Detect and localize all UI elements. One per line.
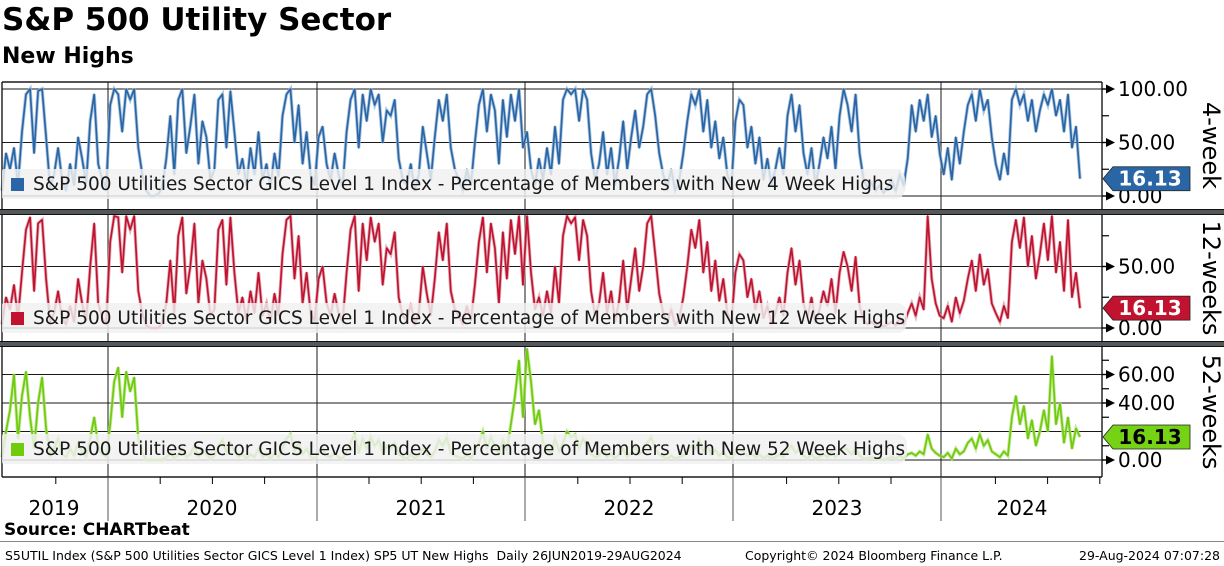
x-axis-year-label: 2019 — [29, 496, 80, 520]
last-value-tag-label: 16.13 — [1118, 296, 1181, 320]
panel-frames — [0, 81, 1224, 478]
legend-12-weeks: S&P 500 Utilities Sector GICS Level 1 In… — [2, 303, 907, 333]
last-value-tags: 16.13 16.13 16.13 — [1102, 166, 1191, 450]
y-tick-label: 100.00 — [1118, 77, 1188, 101]
y-tick-arrow-icon — [1106, 262, 1115, 271]
panel-separator — [0, 341, 1224, 347]
x-axis-year-label: 2022 — [604, 496, 655, 520]
y-tick-label: 40.00 — [1118, 391, 1175, 415]
footer-copyright: Copyright© 2024 Bloomberg Finance L.P. — [745, 548, 1003, 563]
y-tick-arrow-icon — [1106, 191, 1115, 201]
page-title: S&P 500 Utility Sector — [2, 2, 392, 38]
y-tick-label: 0.00 — [1118, 448, 1163, 472]
y-tick-label: 60.00 — [1118, 363, 1175, 387]
y-tick-arrow-icon — [1106, 398, 1115, 408]
y-tick-arrow-icon — [1106, 323, 1115, 333]
legend-label-52-weeks: S&P 500 Utilities Sector GICS Level 1 In… — [33, 438, 906, 460]
last-value-tag-label: 16.13 — [1118, 167, 1181, 191]
legend-label-4-week: S&P 500 Utilities Sector GICS Level 1 In… — [33, 173, 894, 195]
last-value-tag-52-weeks — [1102, 424, 1191, 450]
legend-swatch-4-week — [11, 177, 24, 191]
legend-52-weeks: S&P 500 Utilities Sector GICS Level 1 In… — [2, 434, 907, 464]
panel-axis-title-12-weeks: 12-weeks — [1197, 221, 1224, 336]
panel-axis-title-4-week: 4-week — [1197, 102, 1224, 189]
y-tick-label: 50.00 — [1118, 131, 1175, 155]
last-value-tag-12-weeks — [1102, 295, 1191, 321]
last-value-tag-4-week — [1102, 166, 1191, 192]
y-tick-arrow-icon — [1106, 370, 1115, 379]
y-tick-label: 50.00 — [1118, 255, 1175, 279]
y-tick-arrow-icon — [1106, 138, 1115, 147]
page-subtitle: New Highs — [2, 44, 134, 69]
legend-4-week: S&P 500 Utilities Sector GICS Level 1 In… — [2, 169, 905, 199]
x-axis-year-label: 2024 — [997, 496, 1048, 520]
y-tick-arrow-icon — [1106, 84, 1115, 94]
legend-swatch-52-weeks — [11, 442, 24, 456]
panel-axis-title-52-weeks: 52-weeks — [1197, 355, 1224, 470]
y-tick-arrow-icon — [1106, 455, 1115, 465]
last-value-tag-label: 16.13 — [1118, 425, 1181, 449]
source-line: Source: CHARTbeat — [4, 520, 190, 540]
legend-swatch-12-weeks — [11, 311, 24, 325]
x-axis-year-label: 2020 — [187, 496, 238, 520]
x-axis-year-label: 2023 — [812, 496, 863, 520]
footer-timestamp: 29-Aug-2024 07:07:28 — [1079, 548, 1220, 563]
legend-label-12-weeks: S&P 500 Utilities Sector GICS Level 1 In… — [33, 307, 906, 329]
x-axis-year-label: 2021 — [396, 496, 447, 520]
panel-separator — [0, 209, 1224, 215]
series-lines — [0, 83, 1082, 463]
footer-bar: S5UTIL Index (S&P 500 Utilities Sector G… — [0, 541, 1224, 566]
footer-ticker-info: S5UTIL Index (S&P 500 Utilities Sector G… — [5, 548, 682, 563]
